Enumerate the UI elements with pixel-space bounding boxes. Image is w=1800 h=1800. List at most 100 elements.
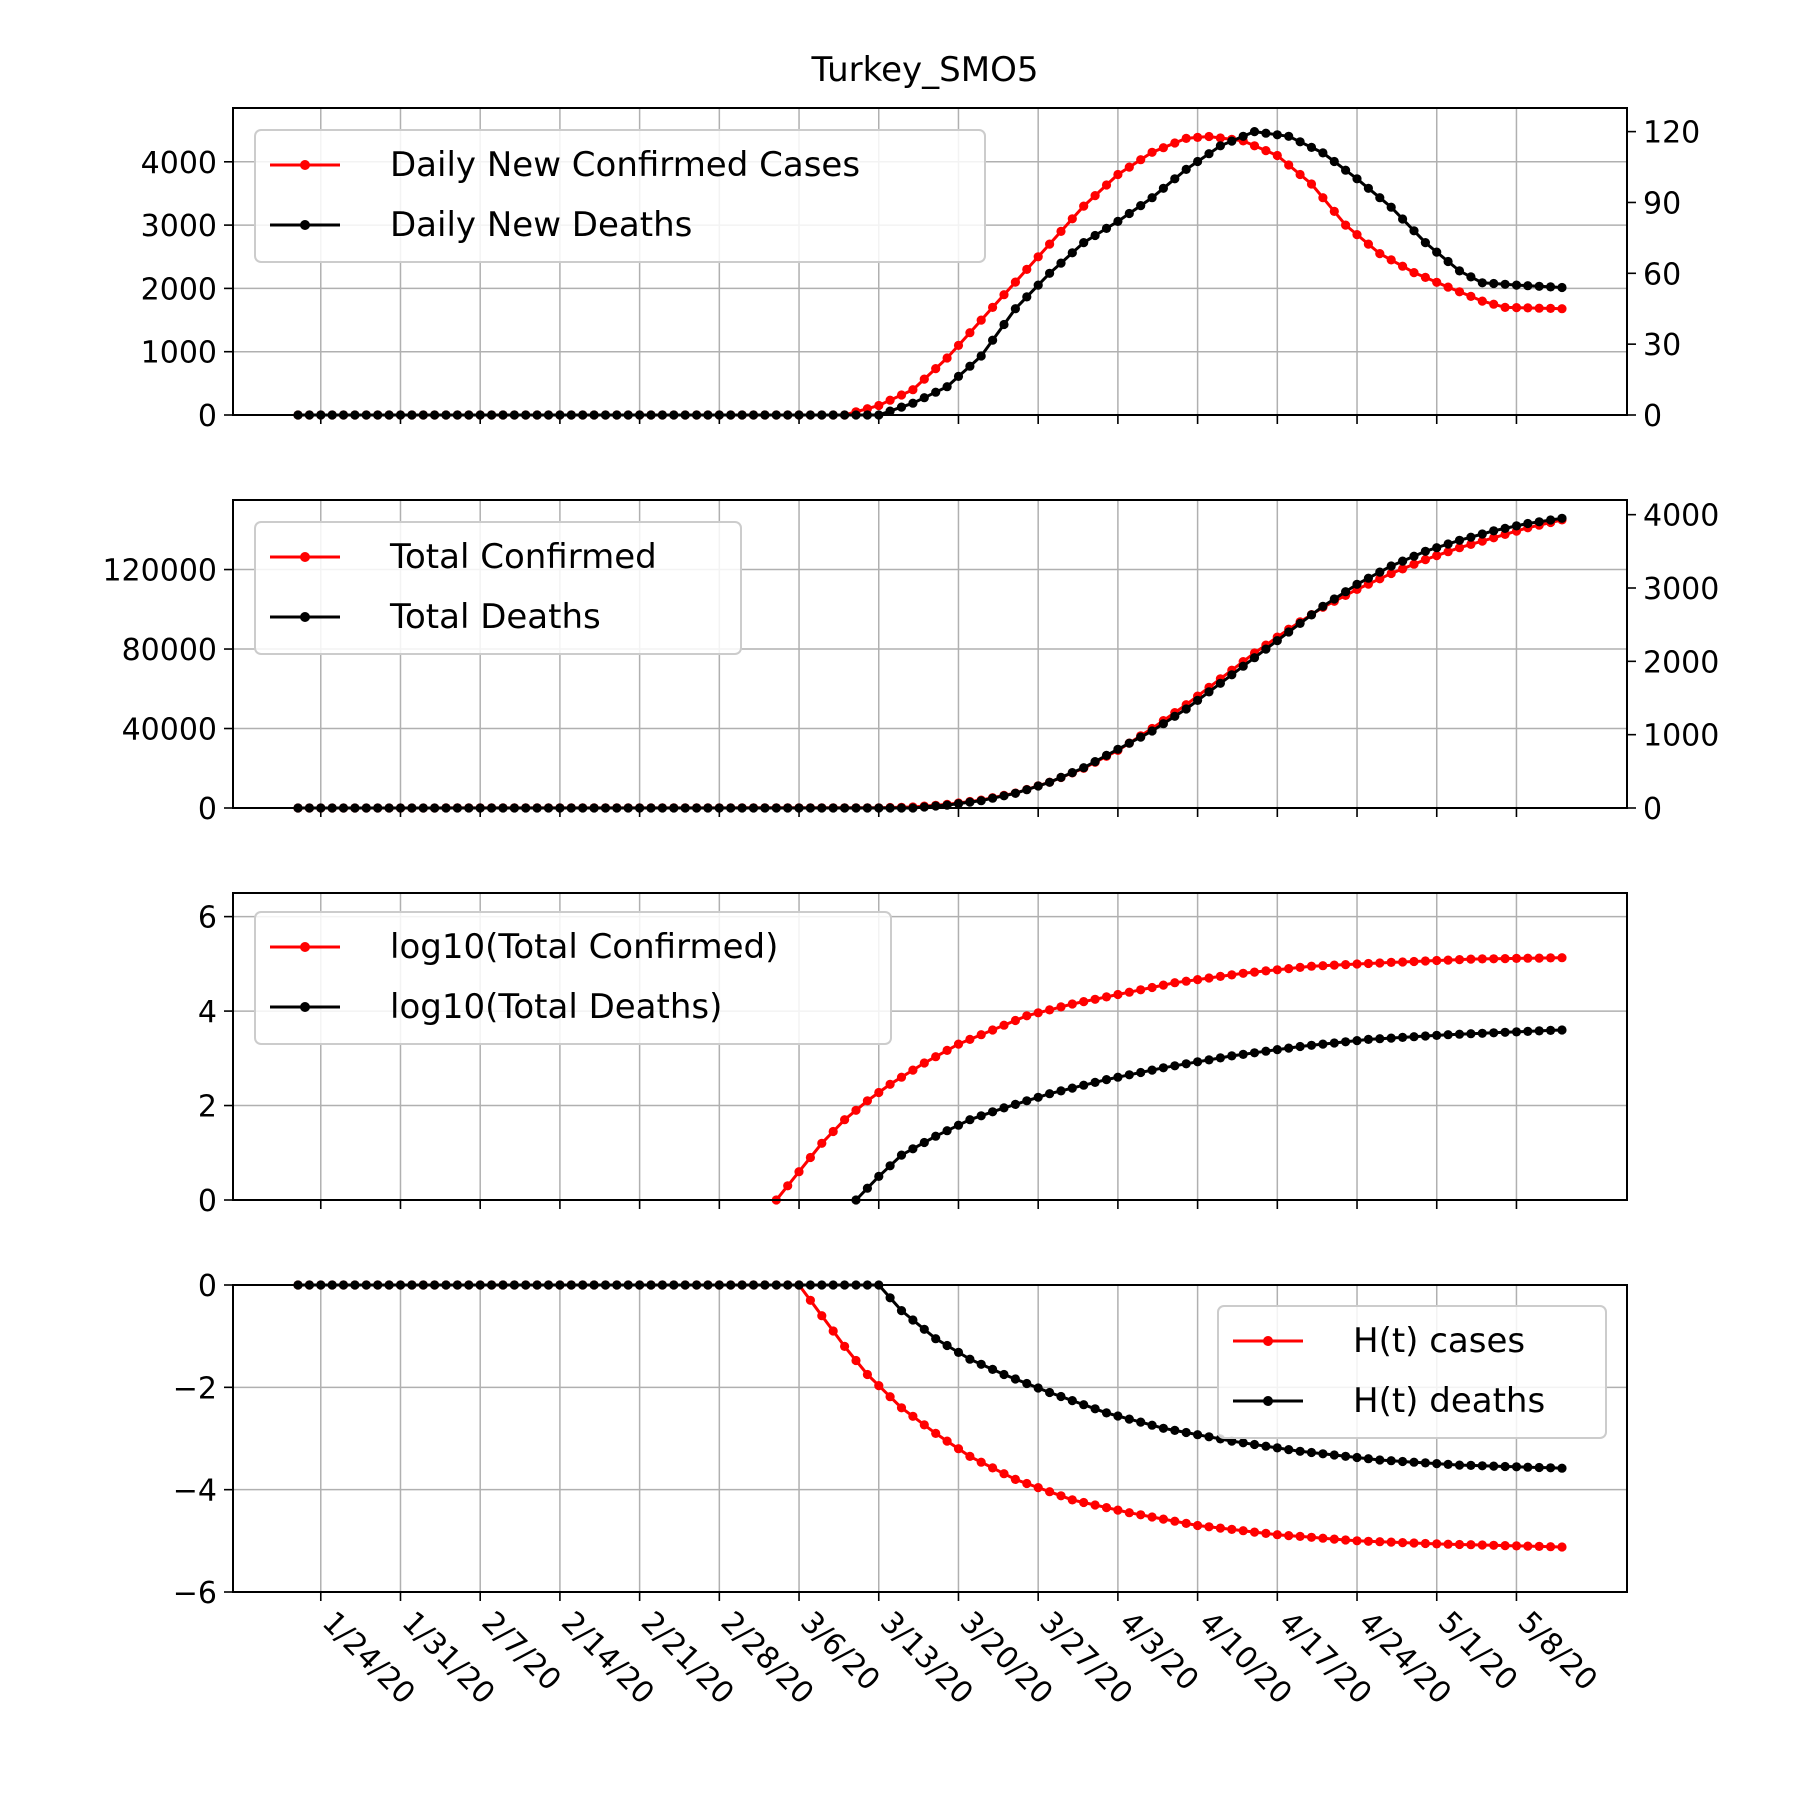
data-point [885,1392,895,1402]
data-point [817,1138,827,1148]
data-point [1022,1096,1032,1106]
data-point [988,335,998,345]
data-point [1443,1459,1453,1469]
data-point [874,1381,884,1391]
data-point [976,1030,986,1040]
data-point [1272,1443,1282,1453]
data-point [885,395,895,405]
data-point [1432,1539,1442,1549]
legend-label: Daily New Deaths [390,205,692,245]
data-point [896,1403,907,1413]
data-point [1352,959,1362,969]
data-point [931,387,941,397]
data-point [1033,1092,1043,1102]
data-point [885,1161,895,1171]
data-point [931,1052,941,1062]
panel-total: 0 40000 80000 120000 0 1000 2000 3000 4000 Total … [102,499,1719,827]
legend: H(t) cases H(t) deaths [1217,1305,1607,1439]
data-point [1352,230,1362,240]
y2-tick-label: 0 [1643,792,1662,827]
data-point [1238,1438,1248,1448]
data-point [1341,1451,1351,1461]
data-point [1557,513,1567,523]
data-point [999,1469,1009,1479]
legend-label: H(t) deaths [1353,1381,1545,1421]
data-point [1204,131,1214,142]
data-point [1477,278,1487,288]
data-point [1101,1408,1112,1418]
data-point [988,1463,998,1473]
data-point [1477,529,1487,539]
data-point [1124,1508,1134,1518]
data-point [1090,230,1100,241]
data-point [1022,1478,1032,1489]
data-point [1204,973,1214,983]
data-point [942,1045,952,1055]
data-point [1295,618,1305,629]
data-point [1375,574,1385,584]
data-point [1261,1441,1271,1451]
data-point [1136,1067,1146,1078]
data-point [1124,1070,1134,1080]
data-point [862,1096,873,1106]
data-point [1489,526,1499,536]
data-point [1045,239,1055,249]
panel-daily: 0 1000 2000 3000 4000 0 30 60 90 120 Daily New Con… [141,107,1700,434]
data-point [1136,201,1146,211]
data-point [1022,292,1032,302]
data-point [896,1150,907,1160]
data-point [1420,1538,1430,1549]
legend-label: Daily New Confirmed Cases [390,145,860,185]
data-point [999,1103,1009,1113]
data-point [1466,272,1476,282]
data-point [1193,1057,1203,1067]
data-point [1158,183,1168,193]
data-point [1045,1005,1055,1015]
y2-tick-label: 2000 [1643,645,1719,680]
data-point [1557,282,1567,293]
data-point [1147,1420,1157,1430]
data-point [828,1126,838,1137]
data-point [1511,1462,1522,1472]
y2-tick-label: 30 [1643,328,1681,363]
y-tick-label: 4 [198,995,217,1030]
data-point [1079,1400,1089,1410]
data-point [1033,280,1043,290]
legend-marker [1263,1396,1273,1406]
legend-marker [300,1002,310,1012]
data-point [1443,282,1453,292]
y2-tick-label: 120 [1643,116,1700,151]
data-point [1010,1474,1021,1484]
data-point [976,796,986,806]
data-point [1386,568,1396,579]
data-point [851,1355,861,1366]
data-point [1090,994,1100,1004]
data-point [1010,788,1021,798]
data-point [1033,1483,1043,1493]
data-point [885,1293,895,1303]
axes-frame [232,107,1628,416]
legend-box [254,911,892,1045]
data-point [1329,156,1339,167]
y-tick-label: 0 [198,399,217,434]
data-point [931,1131,941,1141]
data-point [1500,279,1510,289]
data-point [976,351,986,361]
data-point [1306,1447,1317,1458]
data-point [1136,732,1146,742]
data-point [1158,719,1168,729]
data-point [1090,1500,1100,1510]
data-point [1284,131,1294,141]
data-point [1204,687,1214,697]
data-point [1113,744,1123,754]
data-point [1056,1002,1066,1012]
axes-frame [232,499,1628,809]
data-point [965,1034,975,1044]
data-point [1546,1542,1556,1552]
data-point [1261,644,1271,654]
data-point [1500,302,1510,312]
data-point [1295,137,1305,147]
data-point [1534,953,1544,963]
data-point [942,1126,952,1136]
legend-label: Total Deaths [389,597,601,637]
